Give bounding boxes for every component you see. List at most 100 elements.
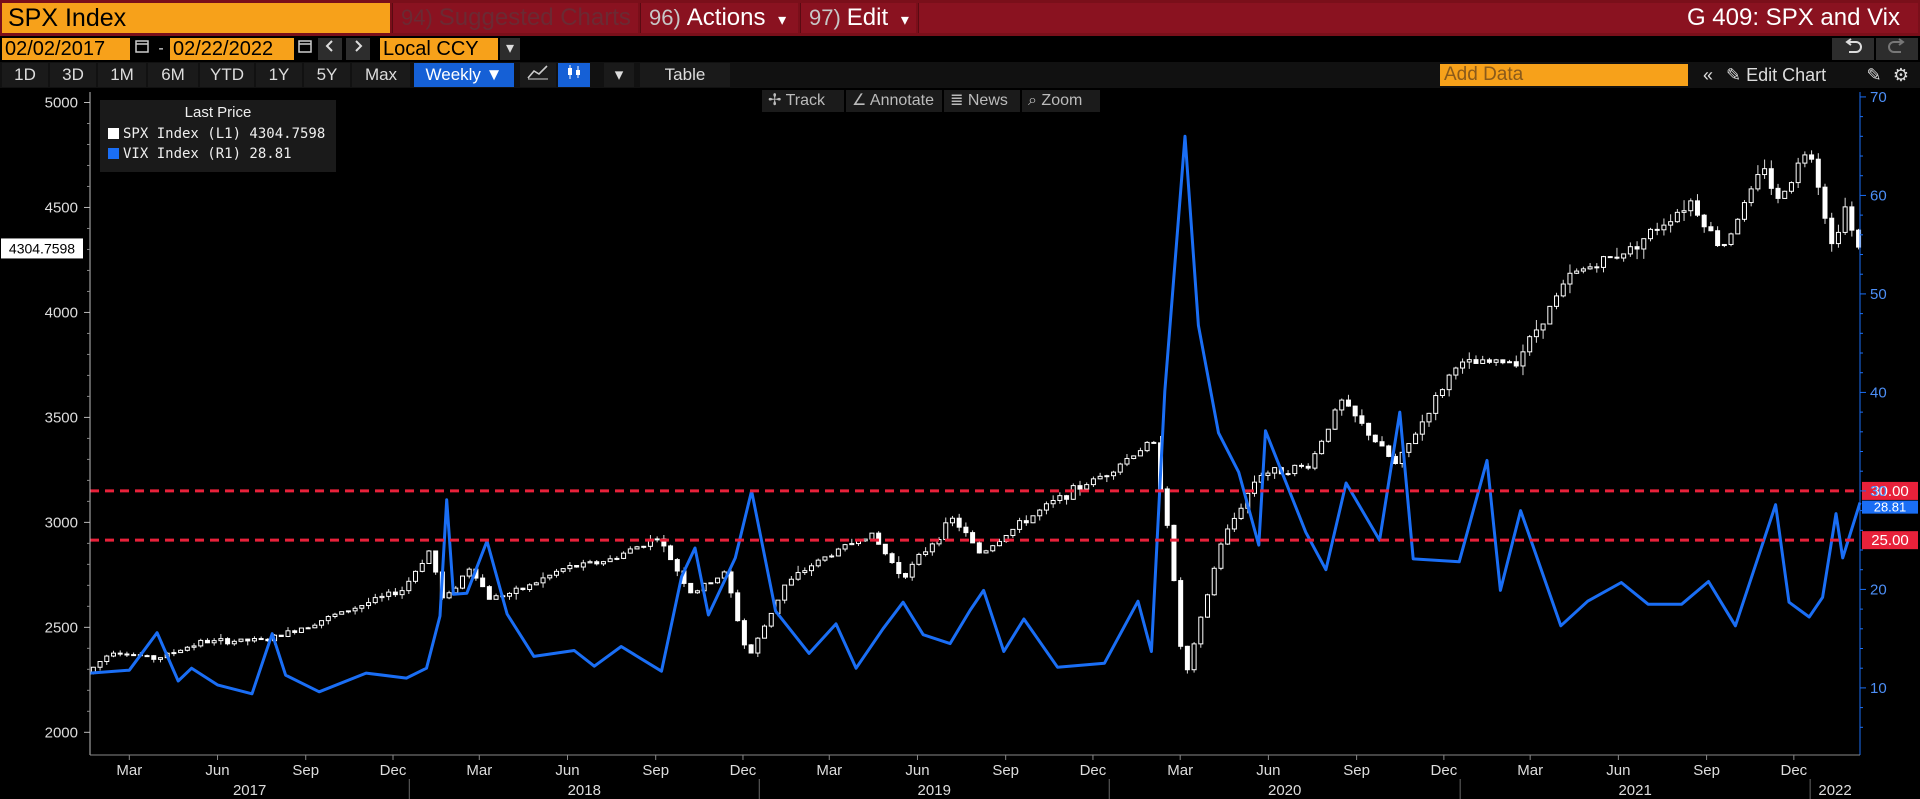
- menu-number: 96): [649, 5, 681, 30]
- start-date-field[interactable]: 02/02/2017: [2, 38, 130, 60]
- spx-candle: [1359, 415, 1365, 424]
- menu-label: Edit: [846, 4, 889, 31]
- period-5y-button[interactable]: 5Y: [304, 63, 350, 87]
- spx-candle: [909, 563, 915, 578]
- spx-candle: [688, 582, 694, 594]
- right-tick-label: 20: [1870, 581, 1887, 598]
- spx-candle: [627, 548, 633, 554]
- spx-candle: [1419, 421, 1425, 435]
- chevron-left-icon: [325, 40, 333, 52]
- spx-candle: [1486, 359, 1492, 363]
- spx-candle: [1580, 268, 1586, 272]
- month-label: Dec: [1780, 762, 1807, 779]
- spx-candle: [1822, 186, 1828, 219]
- spx-candle: [426, 550, 432, 564]
- spx-candle: [178, 649, 184, 654]
- calendar-icon[interactable]: [132, 38, 152, 60]
- spx-candle: [809, 565, 815, 572]
- zoom-button[interactable]: ⌕ Zoom: [1022, 90, 1100, 112]
- spx-candle: [1231, 517, 1237, 530]
- spx-candle: [694, 590, 700, 594]
- spx-candle: [540, 577, 546, 584]
- month-label: Jun: [205, 762, 229, 779]
- spx-candle: [547, 574, 553, 579]
- spx-candle: [1191, 643, 1197, 671]
- left-tick-label: 4000: [45, 304, 78, 321]
- spx-candle: [406, 580, 412, 592]
- spx-candle: [1493, 359, 1499, 363]
- period-ytd-button[interactable]: YTD: [200, 63, 254, 87]
- chevron-down-icon[interactable]: ▾: [500, 38, 520, 60]
- chevron-down-icon[interactable]: ▾: [604, 63, 634, 87]
- spx-candle: [1849, 206, 1855, 231]
- spx-candle: [1238, 507, 1244, 519]
- threshold-label: 25.00: [1871, 532, 1909, 549]
- spx-candle: [983, 550, 989, 554]
- suggested-charts-menu[interactable]: 94) Suggested Charts: [392, 3, 638, 33]
- annotate-button[interactable]: ∠ Annotate: [846, 90, 942, 112]
- actions-menu[interactable]: 96) Actions ▾: [640, 3, 798, 33]
- calendar-icon[interactable]: [296, 38, 314, 60]
- spx-candle: [413, 570, 419, 582]
- spx-candle: [292, 630, 298, 633]
- add-data-input[interactable]: Add Data: [1440, 64, 1688, 86]
- chart-area[interactable]: [0, 88, 1920, 799]
- spx-candle: [433, 550, 439, 573]
- month-label: Sep: [292, 762, 319, 779]
- edit-icon[interactable]: ✎: [1866, 65, 1882, 85]
- track-button[interactable]: ✢ Track: [762, 90, 844, 112]
- spx-candle: [1554, 295, 1560, 307]
- period-max-button[interactable]: Max: [352, 63, 410, 87]
- swatch: [108, 148, 119, 159]
- chevron-down-icon: ▾: [900, 12, 909, 29]
- period-1y-button[interactable]: 1Y: [256, 63, 302, 87]
- frequency-select[interactable]: Weekly ▼: [414, 63, 514, 87]
- right-tick-label: 60: [1870, 187, 1887, 204]
- edit-menu[interactable]: 97) Edit ▾: [800, 3, 916, 33]
- spx-candle: [1426, 412, 1432, 423]
- spx-candle: [1117, 463, 1123, 473]
- spx-candle: [567, 565, 573, 570]
- currency-select[interactable]: Local CCY: [380, 38, 498, 60]
- spx-candle: [802, 570, 808, 574]
- edit-chart-button[interactable]: ✎ Edit Chart: [1726, 63, 1866, 87]
- threshold-tag: [1862, 481, 1918, 500]
- spx-candle: [869, 532, 875, 540]
- spx-candle: [614, 557, 620, 560]
- spx-candle: [493, 595, 499, 600]
- news-button[interactable]: ≣ News: [944, 90, 1020, 112]
- security-input[interactable]: SPX Index: [2, 3, 390, 33]
- spx-candle: [1842, 206, 1848, 233]
- next-period-button[interactable]: [346, 38, 370, 60]
- spx-candle: [184, 646, 190, 651]
- undo-button[interactable]: [1832, 38, 1874, 60]
- spx-candle: [1721, 243, 1727, 247]
- spx-candle: [634, 546, 640, 550]
- gear-icon[interactable]: ⚙: [1892, 65, 1910, 85]
- legend-title: Last Price: [184, 104, 252, 121]
- spx-candle: [1097, 475, 1103, 480]
- spx-candle: [1124, 458, 1130, 465]
- redo-button[interactable]: [1876, 38, 1918, 60]
- table-button[interactable]: Table: [640, 63, 730, 87]
- period-6m-button[interactable]: 6M: [148, 63, 198, 87]
- spx-candle: [668, 545, 674, 561]
- collapse-icon[interactable]: «: [1702, 65, 1713, 85]
- period-3d-button[interactable]: 3D: [50, 63, 96, 87]
- prev-period-button[interactable]: [318, 38, 342, 60]
- candlestick-icon[interactable]: [558, 63, 590, 87]
- end-date-field[interactable]: 02/22/2022: [170, 38, 294, 60]
- spx-candle: [419, 562, 425, 572]
- period-1d-button[interactable]: 1D: [2, 63, 48, 87]
- month-label: Mar: [816, 762, 842, 779]
- period-1m-button[interactable]: 1M: [98, 63, 146, 87]
- spx-candle: [1708, 226, 1714, 232]
- spx-candle: [1601, 256, 1607, 268]
- spx-candle: [1560, 283, 1566, 297]
- spx-candle: [929, 543, 935, 553]
- spx-candle: [151, 655, 157, 660]
- line-chart-icon[interactable]: [520, 63, 556, 87]
- menu-number: 97): [809, 5, 841, 30]
- spx-candle: [1372, 434, 1378, 443]
